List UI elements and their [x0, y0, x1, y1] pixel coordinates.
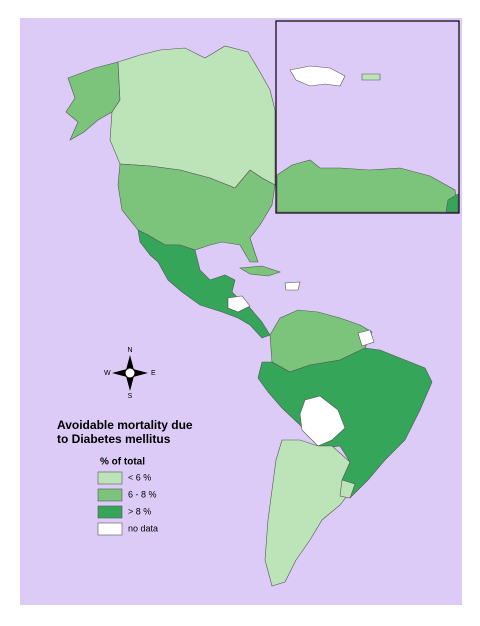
region — [361, 73, 381, 81]
compass — [112, 355, 148, 391]
legend-title-line: Avoidable mortality due to Diabetes melli… — [57, 418, 193, 446]
legend-label: > 8 % — [128, 506, 151, 516]
region — [65, 61, 121, 141]
compass-s: S — [128, 393, 133, 400]
region — [257, 347, 433, 499]
legend-swatch — [97, 505, 123, 519]
region — [339, 479, 356, 499]
region — [289, 65, 346, 87]
legend-swatch — [97, 522, 123, 536]
region — [445, 193, 459, 213]
compass-e: E — [151, 370, 156, 377]
legend-label: 6 - 8 % — [128, 489, 157, 499]
region — [276, 159, 459, 213]
compass-w: W — [104, 370, 111, 377]
region — [299, 395, 346, 447]
region — [357, 329, 375, 347]
legend-label: < 6 % — [128, 472, 151, 482]
legend-swatch — [97, 471, 123, 485]
region — [284, 281, 301, 291]
compass-n: N — [127, 347, 132, 354]
legend-title: % of total — [100, 457, 145, 468]
region — [264, 439, 351, 587]
region — [227, 295, 251, 313]
legend-swatch — [97, 488, 123, 502]
legend-label: no data — [128, 523, 158, 533]
region — [239, 265, 281, 277]
